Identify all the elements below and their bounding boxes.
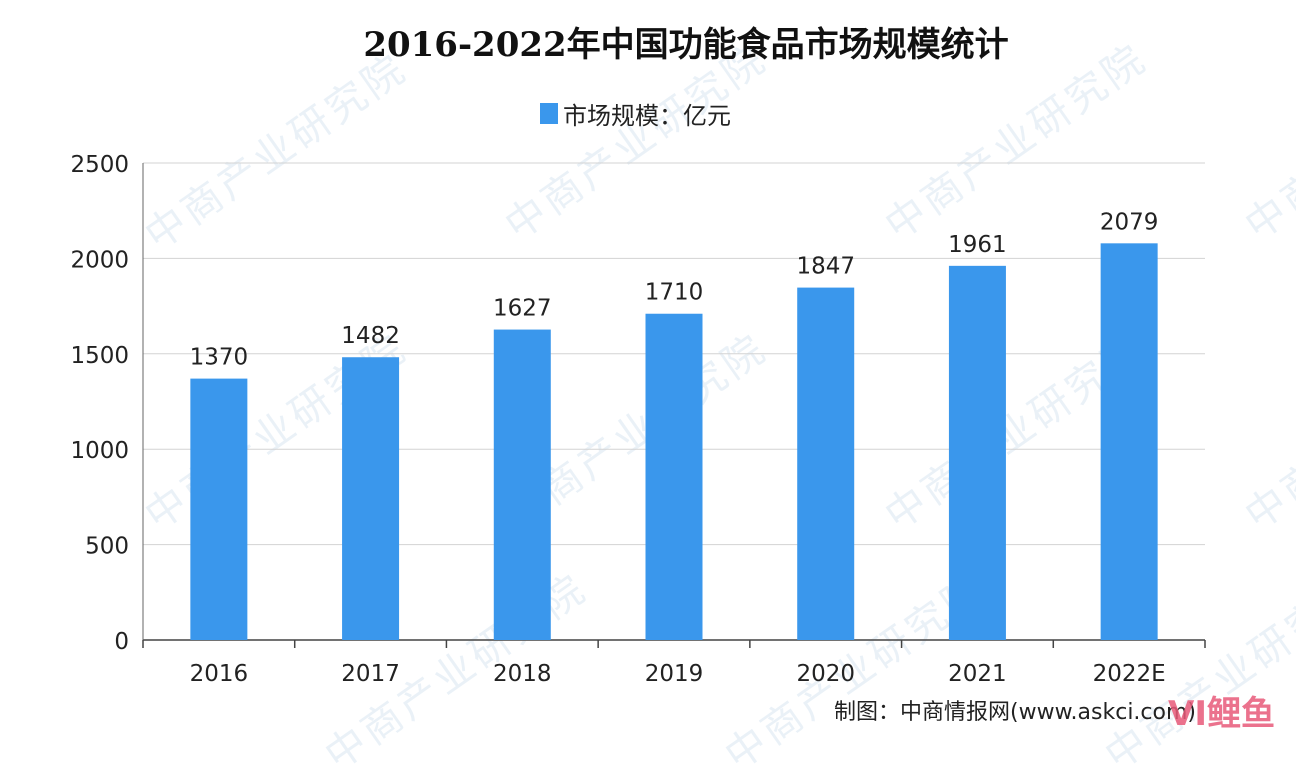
- bar-value-label: 2079: [1100, 209, 1159, 235]
- x-tick-label: 2016: [190, 661, 249, 687]
- y-tick-label: 500: [85, 534, 129, 560]
- chart-title: 2016-2022年中国功能食品市场规模统计: [363, 25, 1008, 65]
- brand-logo: VI鲤鱼: [1168, 686, 1275, 735]
- x-tick-label: 2020: [796, 661, 855, 687]
- bar-2021: [948, 265, 1006, 640]
- y-tick-label: 0: [114, 629, 129, 655]
- bar-2017: [342, 357, 400, 640]
- legend-swatch: [540, 103, 558, 124]
- axes: 0 500 1000 1500 2000 2500 2016 2017 2018 2019 2020…: [70, 152, 1206, 687]
- bar-2022E: [1100, 243, 1158, 641]
- x-tick-label: 2022E: [1093, 661, 1166, 687]
- bar-2016: [190, 378, 248, 640]
- bar-value-label: 1710: [645, 280, 704, 306]
- bar-value-label: 1370: [190, 345, 249, 371]
- y-tick-label: 1500: [70, 343, 129, 369]
- x-tick-label: 2021: [948, 661, 1007, 687]
- y-tick-label: 2500: [70, 152, 129, 178]
- data-labels: 1370 1482 1627 1710 1847 1961 2079: [190, 209, 1159, 370]
- bars: [190, 243, 1158, 641]
- bar-chart: 2016-2022年中国功能食品市场规模统计 市场规模：亿元 0 500 1000 1…: [70, 25, 1206, 725]
- y-tick-label: 1000: [70, 438, 129, 464]
- bar-value-label: 1961: [948, 232, 1007, 258]
- bar-value-label: 1847: [796, 254, 855, 280]
- bar-2020: [797, 287, 855, 640]
- bar-2018: [493, 329, 551, 640]
- x-tick-label: 2019: [645, 661, 704, 687]
- x-tick-label: 2018: [493, 661, 552, 687]
- legend: 市场规模：亿元: [540, 102, 731, 130]
- bar-2019: [645, 313, 703, 640]
- y-tick-label: 2000: [70, 247, 129, 273]
- bar-value-label: 1482: [341, 323, 400, 349]
- x-tick-label: 2017: [341, 661, 400, 687]
- source-note: 制图：中商情报网(www.askci.com): [834, 700, 1196, 725]
- bar-value-label: 1627: [493, 296, 552, 322]
- legend-label: 市场规模：亿元: [563, 102, 731, 130]
- brand-logo-text: VI鲤鱼: [1168, 694, 1275, 734]
